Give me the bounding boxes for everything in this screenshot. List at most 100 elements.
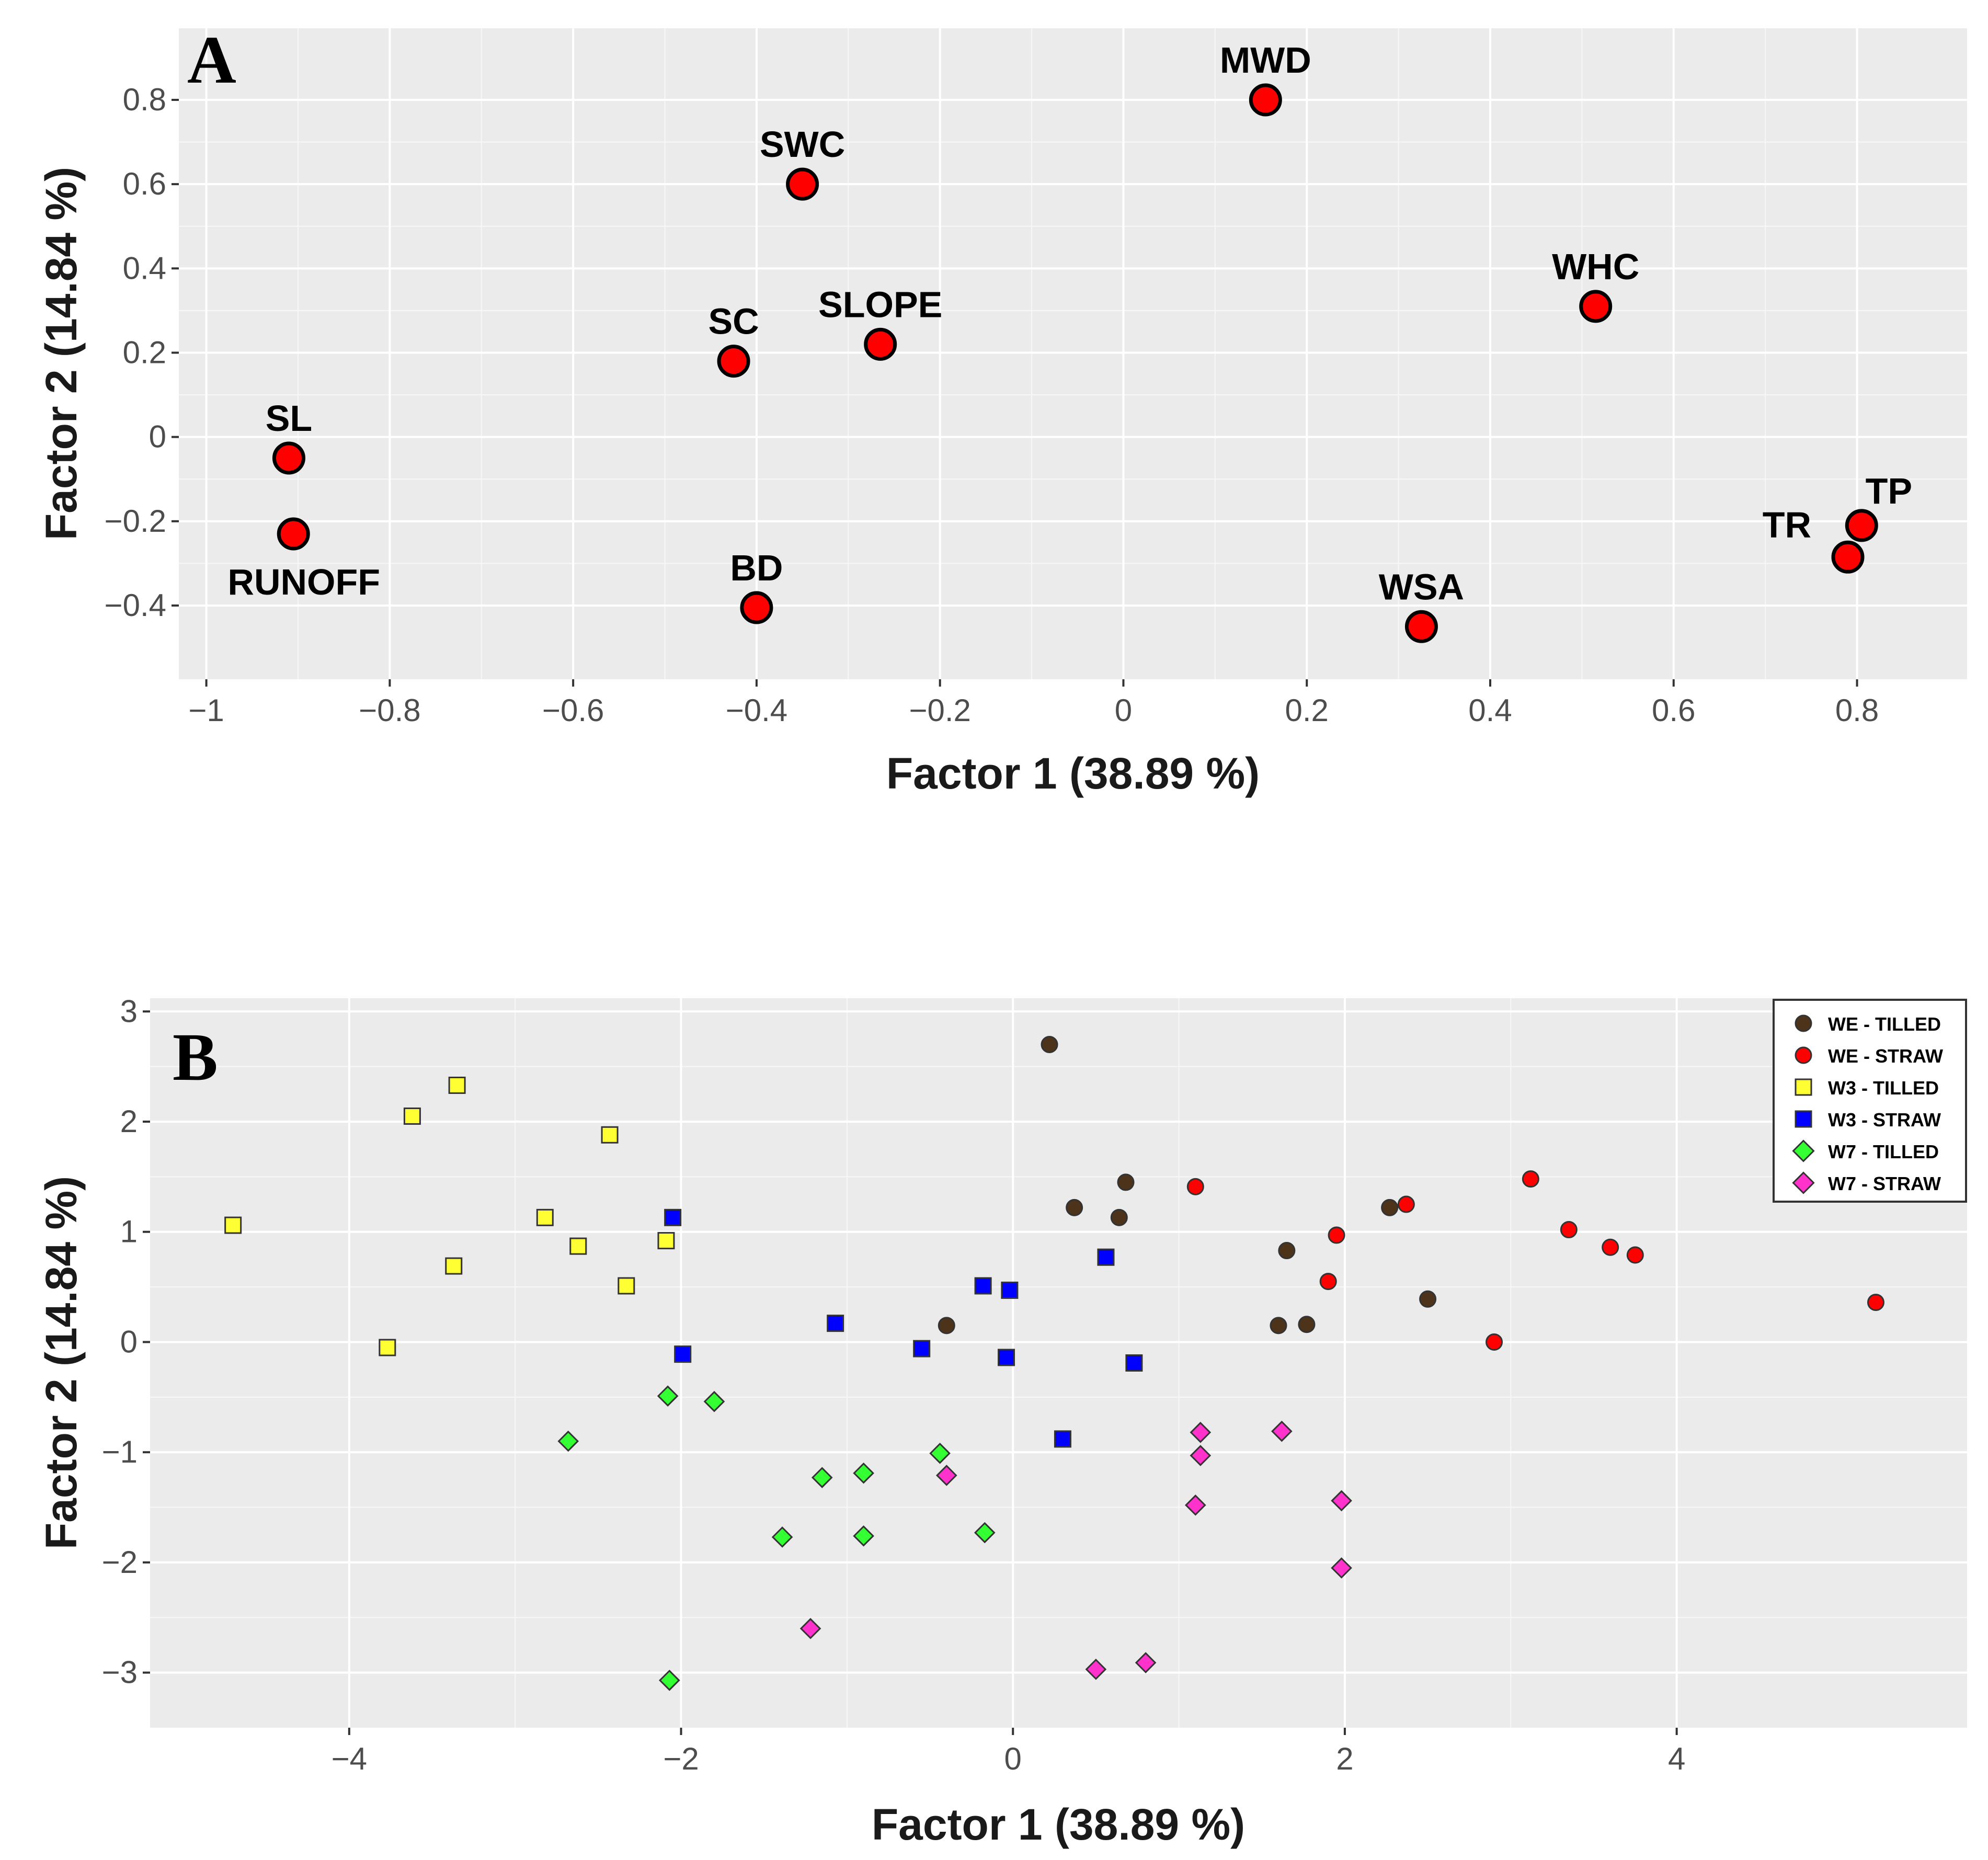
point-w3-tilled [618, 1277, 635, 1295]
panel-b-x-axis-title: Factor 1 (38.89 %) [872, 1800, 1245, 1849]
point-we-straw [1186, 1178, 1204, 1195]
point-label-slope: SLOPE [818, 284, 942, 325]
point-w7-tilled [853, 1462, 874, 1484]
point-w7-straw [1331, 1557, 1352, 1579]
point-w7-tilled [853, 1525, 874, 1547]
y-tick-label: 2 [120, 1104, 138, 1139]
legend-key-we-straw [1795, 1046, 1812, 1064]
point-w7-straw [1331, 1490, 1352, 1512]
point-we-straw [1867, 1294, 1884, 1311]
point-label-wsa: WSA [1379, 566, 1464, 607]
y-tick-label: −2 [102, 1545, 138, 1580]
point-we-tilled [1278, 1242, 1296, 1260]
point-w3-straw [674, 1345, 692, 1363]
x-tick-label: 0.8 [1835, 693, 1879, 728]
legend-key-w3-straw [1795, 1110, 1812, 1128]
legend-label-w7-tilled: W7 - TILLED [1828, 1141, 1939, 1162]
point-w7-tilled [974, 1522, 996, 1544]
panel-a-points: MWD SWC WHC SC SLOPE SL RUNOFF BD WSA TP TR [227, 40, 1912, 643]
panel-b-points [224, 1036, 1884, 1691]
x-tick-label: −1 [188, 693, 224, 728]
y-tick-label: 0.8 [123, 82, 166, 117]
point-w3-straw [1097, 1248, 1115, 1266]
legend-label-w3-straw: W3 - STRAW [1828, 1109, 1941, 1131]
point-w7-tilled [929, 1442, 951, 1464]
point-we-straw [1319, 1273, 1337, 1291]
y-tick-label: 0.2 [123, 335, 166, 370]
point-whc [1579, 290, 1613, 323]
point-mwd [1249, 83, 1282, 117]
point-w7-straw [1085, 1658, 1107, 1680]
point-w3-straw [998, 1349, 1015, 1366]
point-w7-straw [799, 1618, 821, 1639]
point-we-straw [1486, 1333, 1503, 1351]
point-we-tilled [938, 1317, 955, 1334]
point-w3-straw [1054, 1430, 1071, 1448]
point-w7-straw [1190, 1421, 1212, 1443]
point-w3-tilled [569, 1237, 587, 1255]
panel-a-y-axis-title: Factor 2 (14.84 %) [37, 167, 86, 540]
point-w7-tilled [771, 1526, 793, 1548]
point-label-sc: SC [708, 301, 759, 342]
point-w7-tilled [557, 1430, 579, 1452]
y-tick-label: 0 [149, 419, 166, 454]
panel-b-axes: −4 −2 0 2 4 3 2 1 0 −1 −2 −3 [102, 994, 1686, 1776]
point-w3-tilled [224, 1216, 242, 1234]
y-tick-label: 0.6 [123, 166, 166, 201]
point-we-tilled [1419, 1290, 1437, 1308]
point-w7-straw [1190, 1445, 1212, 1466]
point-label-mwd: MWD [1220, 40, 1311, 81]
point-label-tr: TR [1763, 504, 1811, 545]
point-we-straw [1397, 1195, 1415, 1213]
point-we-straw [1560, 1221, 1578, 1239]
point-w7-straw [1135, 1652, 1157, 1673]
x-tick-label: −4 [332, 1741, 367, 1776]
x-tick-label: 4 [1668, 1741, 1685, 1776]
legend-label-we-tilled: WE - TILLED [1828, 1013, 1941, 1035]
panel-b-y-axis-title: Factor 2 (14.84 %) [37, 1176, 86, 1549]
x-tick-label: −0.6 [542, 693, 604, 728]
x-tick-label: 0.6 [1652, 693, 1695, 728]
y-tick-label: 3 [120, 994, 138, 1029]
point-we-tilled [1270, 1317, 1287, 1334]
y-tick-label: −0.4 [105, 588, 166, 623]
point-w3-tilled [601, 1126, 619, 1144]
y-tick-label: −1 [102, 1434, 138, 1469]
point-w3-straw [1001, 1281, 1019, 1299]
legend-label-w3-tilled: W3 - TILLED [1828, 1077, 1939, 1099]
legend: WE - TILLED WE - STRAW W3 - TILLED W3 - STR… [1773, 999, 1967, 1203]
point-w3-tilled [403, 1107, 421, 1125]
x-tick-label: 0.4 [1468, 693, 1512, 728]
point-we-tilled [1117, 1173, 1135, 1191]
point-swc [786, 167, 819, 201]
point-we-tilled [1110, 1208, 1128, 1226]
point-sc [717, 345, 750, 378]
legend-key-w3-tilled [1795, 1078, 1812, 1096]
panel-a-gridlines [179, 28, 1967, 679]
x-tick-label: 2 [1336, 1741, 1353, 1776]
point-tp [1845, 509, 1878, 542]
panel-b-letter: B [173, 1020, 218, 1095]
x-tick-label: −2 [663, 1741, 699, 1776]
legend-key-w7-straw [1792, 1171, 1815, 1194]
panel-b-plot-background [150, 998, 1967, 1728]
point-w3-tilled [448, 1076, 466, 1094]
point-we-tilled [1041, 1036, 1058, 1054]
point-w3-straw [1125, 1354, 1143, 1372]
panel-a: −1 −0.8 −0.6 −0.4 −0.2 0 0.2 0.4 0.6 0.8 0.8 0.6 0.4… [37, 22, 1967, 798]
legend-label-we-straw: WE - STRAW [1828, 1045, 1943, 1067]
point-we-tilled [1381, 1199, 1399, 1216]
legend-key-w7-tilled [1792, 1139, 1815, 1162]
point-we-tilled [1298, 1316, 1316, 1333]
point-w3-straw [913, 1340, 931, 1357]
point-w7-straw [1271, 1420, 1293, 1442]
point-w7-tilled [657, 1385, 679, 1407]
x-tick-label: −0.8 [359, 693, 420, 728]
y-tick-label: −3 [102, 1655, 138, 1690]
legend-box [1773, 999, 1967, 1203]
point-slope [864, 327, 897, 361]
point-w7-tilled [703, 1390, 725, 1412]
y-tick-label: 0 [120, 1324, 138, 1359]
y-tick-label: 1 [120, 1214, 138, 1249]
